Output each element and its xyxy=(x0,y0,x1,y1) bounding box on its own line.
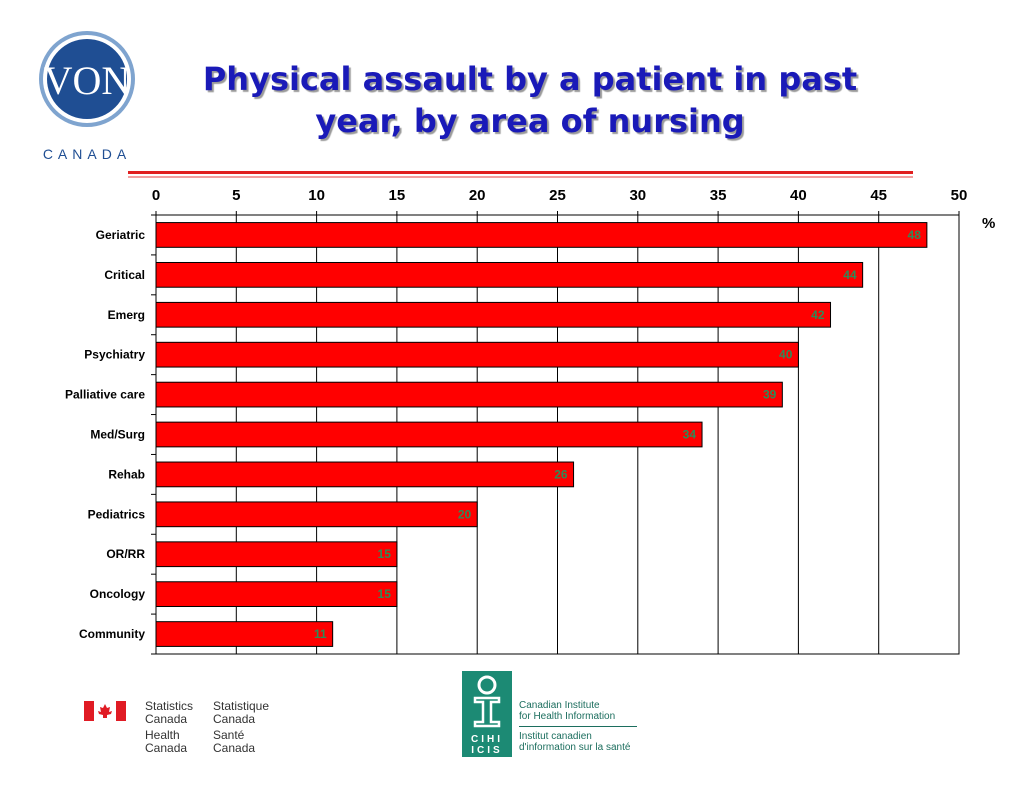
x-tick-label: 10 xyxy=(308,187,325,204)
category-label: Critical xyxy=(104,268,145,282)
category-label: Community xyxy=(79,627,145,641)
data-label: 26 xyxy=(554,467,568,481)
bar xyxy=(155,421,703,448)
data-labels: 48 44 42 40 39 34 26 20 15 15 11 xyxy=(314,228,921,641)
x-tick-label: 30 xyxy=(629,187,646,204)
bar xyxy=(155,501,478,528)
plot-frame xyxy=(155,214,960,655)
category-label: Geriatric xyxy=(96,228,146,242)
bars xyxy=(155,222,928,647)
bar-chart: 0 5 10 15 20 25 30 35 40 45 50 Geriatric Critical Em… xyxy=(65,187,995,655)
bar xyxy=(155,341,799,368)
von-canada-logo: VON CANADA xyxy=(39,31,135,162)
category-label: OR/RR xyxy=(106,547,145,561)
x-tick-label: 25 xyxy=(549,187,566,204)
von-logo-text: VON xyxy=(44,58,131,103)
data-label: 15 xyxy=(378,547,392,561)
data-label: 40 xyxy=(779,348,793,362)
data-label: 34 xyxy=(683,428,697,442)
x-tick-label: 35 xyxy=(710,187,727,204)
data-label: 44 xyxy=(843,268,857,282)
category-label: Palliative care xyxy=(65,388,145,402)
bar xyxy=(155,621,334,647)
unit-label: % xyxy=(982,215,995,232)
data-label: 42 xyxy=(811,308,825,322)
data-label: 48 xyxy=(908,228,922,242)
x-tick-label: 15 xyxy=(389,187,406,204)
bar xyxy=(155,381,783,408)
cihi-french-name: Institut canadien d'information sur la s… xyxy=(519,731,631,753)
canada-flag-icon xyxy=(84,701,126,721)
x-tick-label: 0 xyxy=(152,187,160,204)
cihi-logo: CIHI ICIS xyxy=(462,671,512,757)
data-label: 39 xyxy=(763,388,777,402)
x-tick-label: 45 xyxy=(870,187,887,204)
category-label: Oncology xyxy=(90,587,146,601)
cihi-english-name: Canadian Institute for Health Informatio… xyxy=(519,700,616,722)
title-divider xyxy=(128,171,913,174)
statistics-canada-text: Statistics Canada xyxy=(145,699,194,726)
bar xyxy=(155,541,398,568)
statistique-canada-text: Statistique Canada xyxy=(213,699,270,726)
category-label: Rehab xyxy=(108,467,145,481)
bar xyxy=(155,261,864,288)
data-label: 11 xyxy=(314,627,327,641)
x-tick-label: 5 xyxy=(232,187,240,204)
cihi-divider xyxy=(519,726,637,727)
bar xyxy=(155,301,832,328)
category-label: Pediatrics xyxy=(88,507,146,521)
x-tick-label: 40 xyxy=(790,187,807,204)
title-divider-shadow xyxy=(128,176,913,178)
category-label: Med/Surg xyxy=(90,428,145,442)
cihi-letters-bottom: ICIS xyxy=(471,745,502,756)
category-labels: Geriatric Critical Emerg Psychiatry Palliati… xyxy=(65,228,145,641)
cihi-letters-top: CIHI xyxy=(471,734,503,745)
x-axis-ticks: 0 5 10 15 20 25 30 35 40 45 50 xyxy=(152,187,968,215)
bar xyxy=(155,461,575,488)
category-label: Emerg xyxy=(108,308,145,322)
bar xyxy=(155,222,928,248)
sante-canada-text: Santé Canada xyxy=(213,728,256,755)
category-label: Psychiatry xyxy=(84,348,145,362)
canada-logo-text: CANADA xyxy=(43,146,131,162)
health-canada-text: Health Canada xyxy=(145,728,188,755)
data-label: 15 xyxy=(378,587,392,601)
x-tick-label: 50 xyxy=(951,187,968,204)
slide-title: Physical assault by a patient in past ye… xyxy=(202,60,858,140)
data-label: 20 xyxy=(458,507,472,521)
x-tick-label: 20 xyxy=(469,187,486,204)
bar xyxy=(155,581,398,608)
